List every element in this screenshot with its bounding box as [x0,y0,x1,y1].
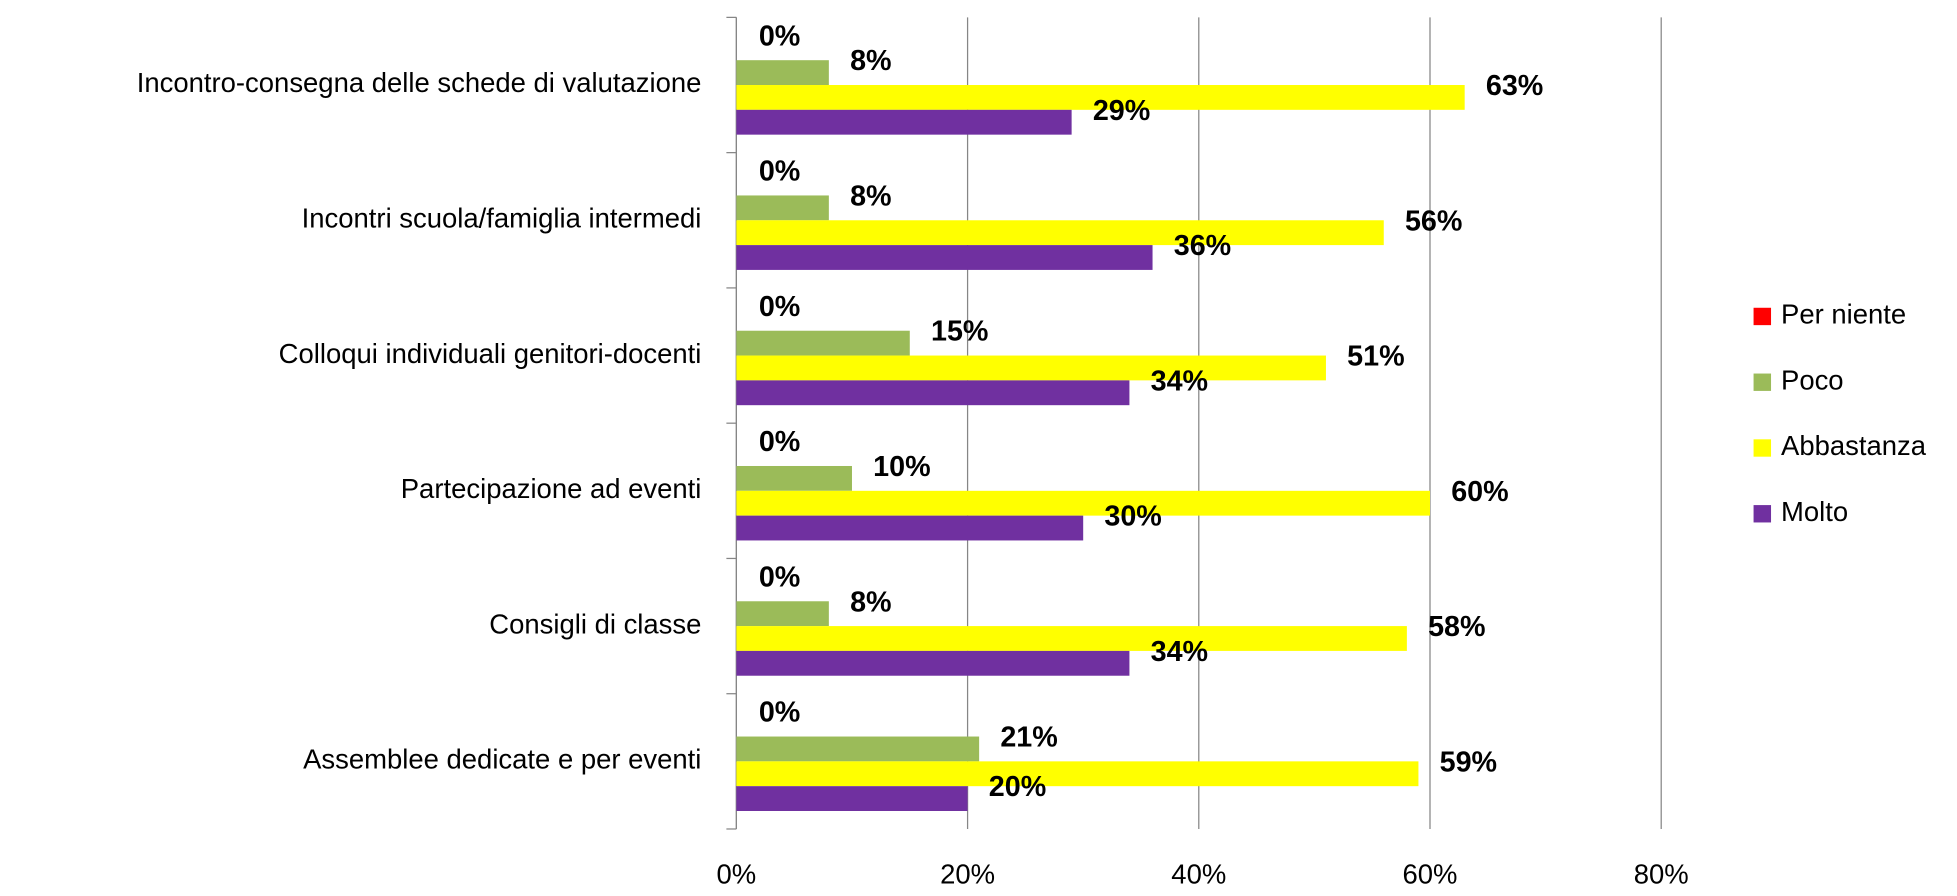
x-tick-label: 60% [1403,858,1458,889]
bar [736,330,910,356]
bar [736,515,1084,541]
data-label: 51% [1347,341,1404,373]
legend-swatch [1753,373,1772,391]
bar [736,761,1419,787]
data-label: 34% [1151,365,1208,397]
category-label: Consigli di classe [489,608,701,639]
data-label: 8% [850,181,891,213]
legend-swatch [1753,439,1772,457]
bar [736,380,1130,406]
bar [736,245,1153,270]
x-tick-label: 40% [1171,858,1226,889]
bar [736,490,1430,516]
data-label: 21% [1000,722,1057,754]
bar [736,650,1130,676]
bar [736,109,1072,135]
legend-label: Per niente [1781,299,1906,330]
data-label: 10% [873,451,930,483]
data-label: 58% [1428,611,1485,643]
bar [736,736,980,762]
legend-label: Molto [1781,496,1848,527]
x-tick-label: 20% [940,858,995,889]
data-label: 0% [759,156,800,188]
data-label: 20% [989,771,1046,803]
data-label: 15% [931,316,988,348]
x-tick-label: 80% [1634,858,1689,889]
category-label: Incontro-consegna delle schede di valuta… [137,67,702,98]
legend-swatch [1753,307,1772,326]
data-label: 8% [850,45,891,77]
bar [736,220,1384,246]
data-label: 36% [1174,230,1231,262]
bar [736,60,829,86]
legend-swatch [1753,505,1772,523]
data-label: 59% [1440,746,1497,778]
data-label: 0% [759,20,800,52]
data-label: 0% [759,562,800,594]
data-label: 0% [759,697,800,729]
bar [736,786,968,811]
bar [736,465,852,491]
data-label: 63% [1486,70,1543,102]
category-label: Incontri scuola/famiglia intermedi [302,203,702,234]
bar [736,85,1465,110]
data-label: 30% [1104,501,1161,533]
data-label: 56% [1405,205,1462,237]
legend-label: Poco [1781,365,1844,396]
data-label: 0% [759,291,800,323]
legend-label: Abbastanza [1781,430,1927,461]
bar [736,355,1326,381]
bar [736,601,829,627]
data-label: 8% [850,586,891,618]
data-label: 34% [1151,636,1208,668]
bar [736,626,1407,651]
data-label: 0% [759,426,800,458]
x-tick-label: 0% [717,858,757,889]
data-label: 60% [1451,476,1508,508]
category-label: Assemblee dedicate e per eventi [303,744,701,775]
bar [736,195,829,221]
data-label: 29% [1093,95,1150,127]
category-label: Colloqui individuali genitori-docenti [279,338,702,369]
category-label: Partecipazione ad eventi [401,473,702,504]
